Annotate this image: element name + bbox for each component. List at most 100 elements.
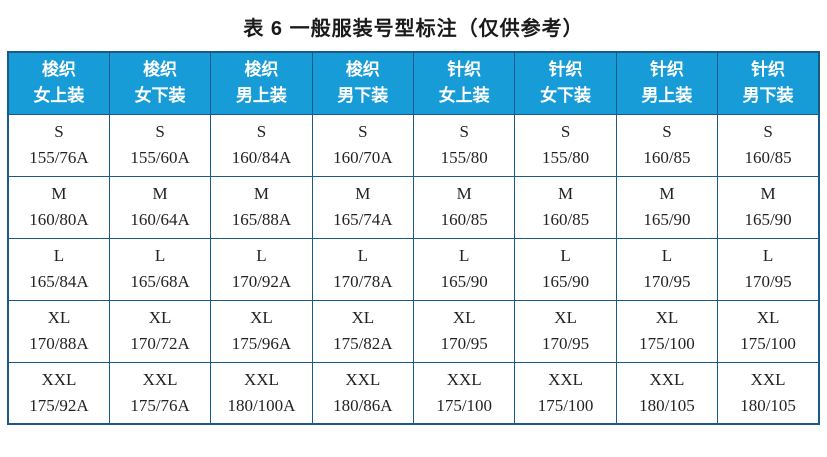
size-code: XL xyxy=(351,308,375,327)
size-cell: XXL 175/92A xyxy=(7,361,110,425)
size-cell: M 165/90 xyxy=(717,175,820,239)
size-code: M xyxy=(51,184,67,203)
size-cell: XL 170/88A xyxy=(7,299,110,363)
size-cell: S 155/80 xyxy=(514,113,617,177)
size-value: 165/90 xyxy=(744,210,792,229)
size-value: 175/100 xyxy=(639,334,695,353)
column-header-8: 针织 男下装 xyxy=(717,51,820,115)
table-row-m: M 160/80A M 160/64A M 165/88A M 165/74A M 160/85 M… xyxy=(7,175,820,239)
size-value: 175/76A xyxy=(130,395,190,415)
size-value: 165/90 xyxy=(643,210,691,229)
size-cell: XXL 180/86A xyxy=(311,361,415,425)
size-cell: XXL 175/100 xyxy=(514,361,617,425)
size-code: L xyxy=(661,246,673,265)
size-code: M xyxy=(760,184,776,203)
size-value: 170/78A xyxy=(333,272,393,291)
size-cell: M 160/80A xyxy=(7,175,110,239)
size-cell: S 160/85 xyxy=(717,113,820,177)
size-code: XL xyxy=(452,308,476,327)
table-header: 梭织 女上装 梭织 女下装 梭织 男上装 梭织 男下装 针织 女上装 针织 女下装 针织 男上装 针织 男下装 xyxy=(7,51,820,115)
size-code: XL xyxy=(148,308,172,327)
size-value: 170/92A xyxy=(231,272,292,291)
size-cell: XXL 175/76A xyxy=(108,361,212,425)
size-value: 170/95 xyxy=(744,272,792,291)
column-header-fabric-type: 针织 xyxy=(649,60,684,80)
size-code: XL xyxy=(655,308,679,327)
size-cell: L 170/95 xyxy=(717,237,820,301)
column-header-7: 针织 男上装 xyxy=(615,51,719,115)
size-code: L xyxy=(53,246,65,265)
column-header-garment-type: 男上装 xyxy=(235,86,287,106)
column-header-garment-type: 女上装 xyxy=(33,86,85,106)
size-cell: M 165/74A xyxy=(311,175,415,239)
size-code: XXL xyxy=(345,369,381,389)
size-code: XL xyxy=(756,308,780,327)
size-code: XXL xyxy=(548,369,584,389)
size-cell: L 165/90 xyxy=(514,237,617,301)
column-header-garment-type: 男下装 xyxy=(742,86,794,106)
size-cell: XL 170/95 xyxy=(514,299,617,363)
size-code: L xyxy=(154,246,166,265)
size-cell: L 165/84A xyxy=(7,237,110,301)
size-code: XXL xyxy=(446,369,482,389)
table-row-xxl: XXL 175/92A XXL 175/76A XXL 180/100A XXL 180/86… xyxy=(7,361,820,425)
size-value: 180/86A xyxy=(333,395,393,415)
size-code: M xyxy=(659,184,675,203)
column-header-5: 针织 女上装 xyxy=(412,51,516,115)
size-value: 160/85 xyxy=(643,148,691,167)
column-header-6: 针织 女下装 xyxy=(514,51,617,115)
size-cell: S 160/70A xyxy=(311,113,415,177)
size-value: 180/105 xyxy=(639,395,695,415)
size-value: 165/90 xyxy=(541,272,590,291)
size-cell: XL 175/100 xyxy=(615,299,719,363)
size-value: 155/80 xyxy=(440,148,488,167)
column-header-1: 梭织 女上装 xyxy=(7,51,110,115)
size-value: 175/96A xyxy=(231,334,292,353)
table-row-l: L 165/84A L 165/68A L 170/92A L 170/78A L 165/90 L… xyxy=(7,237,820,301)
size-code: S xyxy=(155,122,165,141)
size-value: 165/84A xyxy=(29,272,89,291)
size-code: L xyxy=(256,246,267,265)
size-cell: M 160/85 xyxy=(514,175,617,239)
size-value: 165/90 xyxy=(440,272,488,291)
size-cell: L 165/90 xyxy=(412,237,516,301)
size-code: S xyxy=(560,122,571,141)
size-value: 175/92A xyxy=(29,395,89,415)
column-header-fabric-type: 针织 xyxy=(447,60,482,80)
column-header-fabric-type: 针织 xyxy=(548,60,583,80)
table-title: 表 6 一般服装号型标注（仅供参考） xyxy=(243,18,584,40)
size-cell: XXL 180/105 xyxy=(717,361,820,425)
column-header-fabric-type: 梭织 xyxy=(41,60,76,80)
size-cell: S 155/60A xyxy=(108,113,212,177)
size-value: 155/60A xyxy=(130,148,190,167)
size-value: 165/74A xyxy=(333,210,393,229)
column-header-garment-type: 女上装 xyxy=(438,86,490,106)
header-row: 梭织 女上装 梭织 女下装 梭织 男上装 梭织 男下装 针织 女上装 针织 女下装 针织 男上装 针织 男下装 xyxy=(7,51,820,115)
size-code: S xyxy=(459,122,469,141)
table-body: S 155/76A S 155/60A S 160/84A S 160/70A S 155/80 S… xyxy=(7,113,820,425)
size-code: XL xyxy=(250,308,273,327)
size-value: 165/88A xyxy=(231,210,292,229)
size-value: 175/82A xyxy=(333,334,393,353)
size-cell: M 165/88A xyxy=(210,175,313,239)
size-code: XXL xyxy=(41,369,77,389)
size-code: M xyxy=(152,184,168,203)
size-value: 160/85 xyxy=(440,210,488,229)
size-value: 170/95 xyxy=(440,334,488,353)
size-cell: M 165/90 xyxy=(615,175,719,239)
size-value: 160/64A xyxy=(130,210,190,229)
size-cell: L 170/78A xyxy=(311,237,415,301)
size-value: 180/100A xyxy=(227,395,296,415)
column-header-fabric-type: 梭织 xyxy=(143,60,178,80)
size-chart-table: 梭织 女上装 梭织 女下装 梭织 男上装 梭织 男下装 针织 女上装 针织 女下装 针织 男上装 针织 男下装… xyxy=(7,51,820,425)
column-header-garment-type: 男上装 xyxy=(641,86,693,106)
size-cell: XL 175/82A xyxy=(311,299,415,363)
size-value: 175/100 xyxy=(537,395,594,415)
size-code: XXL xyxy=(142,369,178,389)
size-code: S xyxy=(54,122,64,141)
size-cell: S 155/76A xyxy=(7,113,110,177)
size-cell: L 170/95 xyxy=(615,237,719,301)
size-code: XL xyxy=(554,308,577,327)
size-code: S xyxy=(763,122,773,141)
size-code: L xyxy=(357,246,368,265)
